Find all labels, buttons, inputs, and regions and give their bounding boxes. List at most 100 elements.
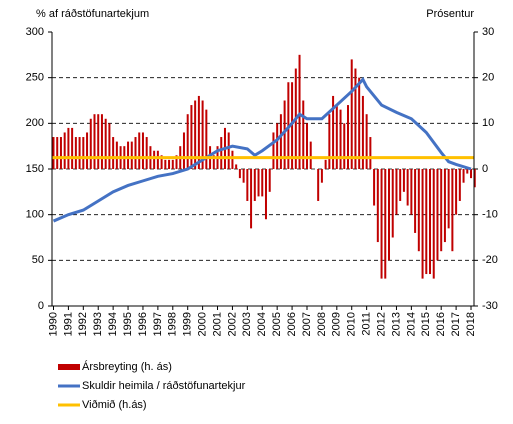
bar [227,132,230,169]
bar [175,155,178,169]
bar [257,169,260,197]
y2-axis-title: Prósentur [426,8,474,20]
bar [201,100,204,169]
bar [361,95,364,169]
bar [268,169,271,192]
bar [451,169,454,252]
x-tick-label: 2015 [420,312,432,336]
bar [320,169,323,183]
bar [417,169,420,252]
x-tick-label: 1996 [137,312,149,336]
bar [343,123,346,169]
x-tick-label: 2010 [346,312,358,336]
x-tick-label: 2011 [361,312,373,336]
bar [138,132,141,169]
x-tick-label: 2004 [256,312,268,336]
bar [97,114,100,169]
bar [305,123,308,169]
x-tick-label: 1999 [182,312,194,336]
y2-tick-label: 10 [482,117,494,129]
bar [458,169,461,201]
bar [100,114,103,169]
bar [238,169,241,179]
bar [395,169,398,215]
bar [376,169,379,243]
x-tick-label: 1992 [77,312,89,336]
bar [153,150,156,169]
bar [212,155,215,169]
bar [171,159,174,169]
y-tick-label: 150 [26,163,44,175]
bar [380,169,383,279]
bar [328,114,331,169]
bar [354,68,357,169]
bar [127,141,130,169]
bar [332,95,335,169]
bar [429,169,432,275]
bar [309,141,312,169]
bar [134,137,137,169]
bar [402,169,405,192]
bar [291,82,294,169]
bar [78,137,81,169]
bar [186,114,189,169]
x-tick-label: 1991 [62,312,74,336]
bar [298,54,301,170]
bar [59,137,62,169]
bar [388,169,391,261]
bar [365,114,368,169]
bar [369,137,372,169]
bar [350,59,353,169]
bar [346,105,349,169]
x-tick-label: 2018 [465,312,477,336]
bar [231,150,234,169]
x-tick-label: 2003 [241,312,253,336]
y-tick-label: 50 [32,254,44,266]
y2-tick-label: 0 [482,163,488,175]
bar [425,169,428,275]
bar [160,155,163,169]
legend-label: Viðmið (h.ás) [82,399,147,411]
bar [283,100,286,169]
bar [74,137,77,169]
bar [220,137,223,169]
bar [462,169,465,183]
x-tick-label: 2006 [286,312,298,336]
x-tick-label: 2013 [390,312,402,336]
bar [145,137,148,169]
bar [406,169,409,206]
bar [335,105,338,169]
bar [466,169,469,174]
x-tick-label: 1995 [122,312,134,336]
x-tick-label: 1990 [47,312,59,336]
bar [276,123,279,169]
bar [130,141,133,169]
bar [67,127,70,169]
y2-tick-label: -30 [482,300,498,312]
bar [358,77,361,169]
y-tick-label: 200 [26,117,44,129]
x-tick-label: 2009 [331,312,343,336]
bar [56,137,59,169]
legend-label: Skuldir heimila / ráðstöfunartekjur [82,380,246,392]
bar [470,169,473,179]
bar [164,159,167,169]
x-tick-label: 2014 [405,312,417,336]
bar [52,137,55,169]
bar [235,164,238,169]
bar [473,169,476,188]
bar [194,100,197,169]
bar [443,169,446,243]
bar [63,132,66,169]
bar [104,118,107,169]
bar [108,123,111,169]
y-tick-label: 100 [26,209,44,221]
bar [410,169,413,215]
x-tick-label: 1993 [92,312,104,336]
bar [242,169,245,183]
bar [82,137,85,169]
x-tick-label: 2007 [301,312,313,336]
y2-tick-label: 30 [482,26,494,38]
bar [112,137,115,169]
